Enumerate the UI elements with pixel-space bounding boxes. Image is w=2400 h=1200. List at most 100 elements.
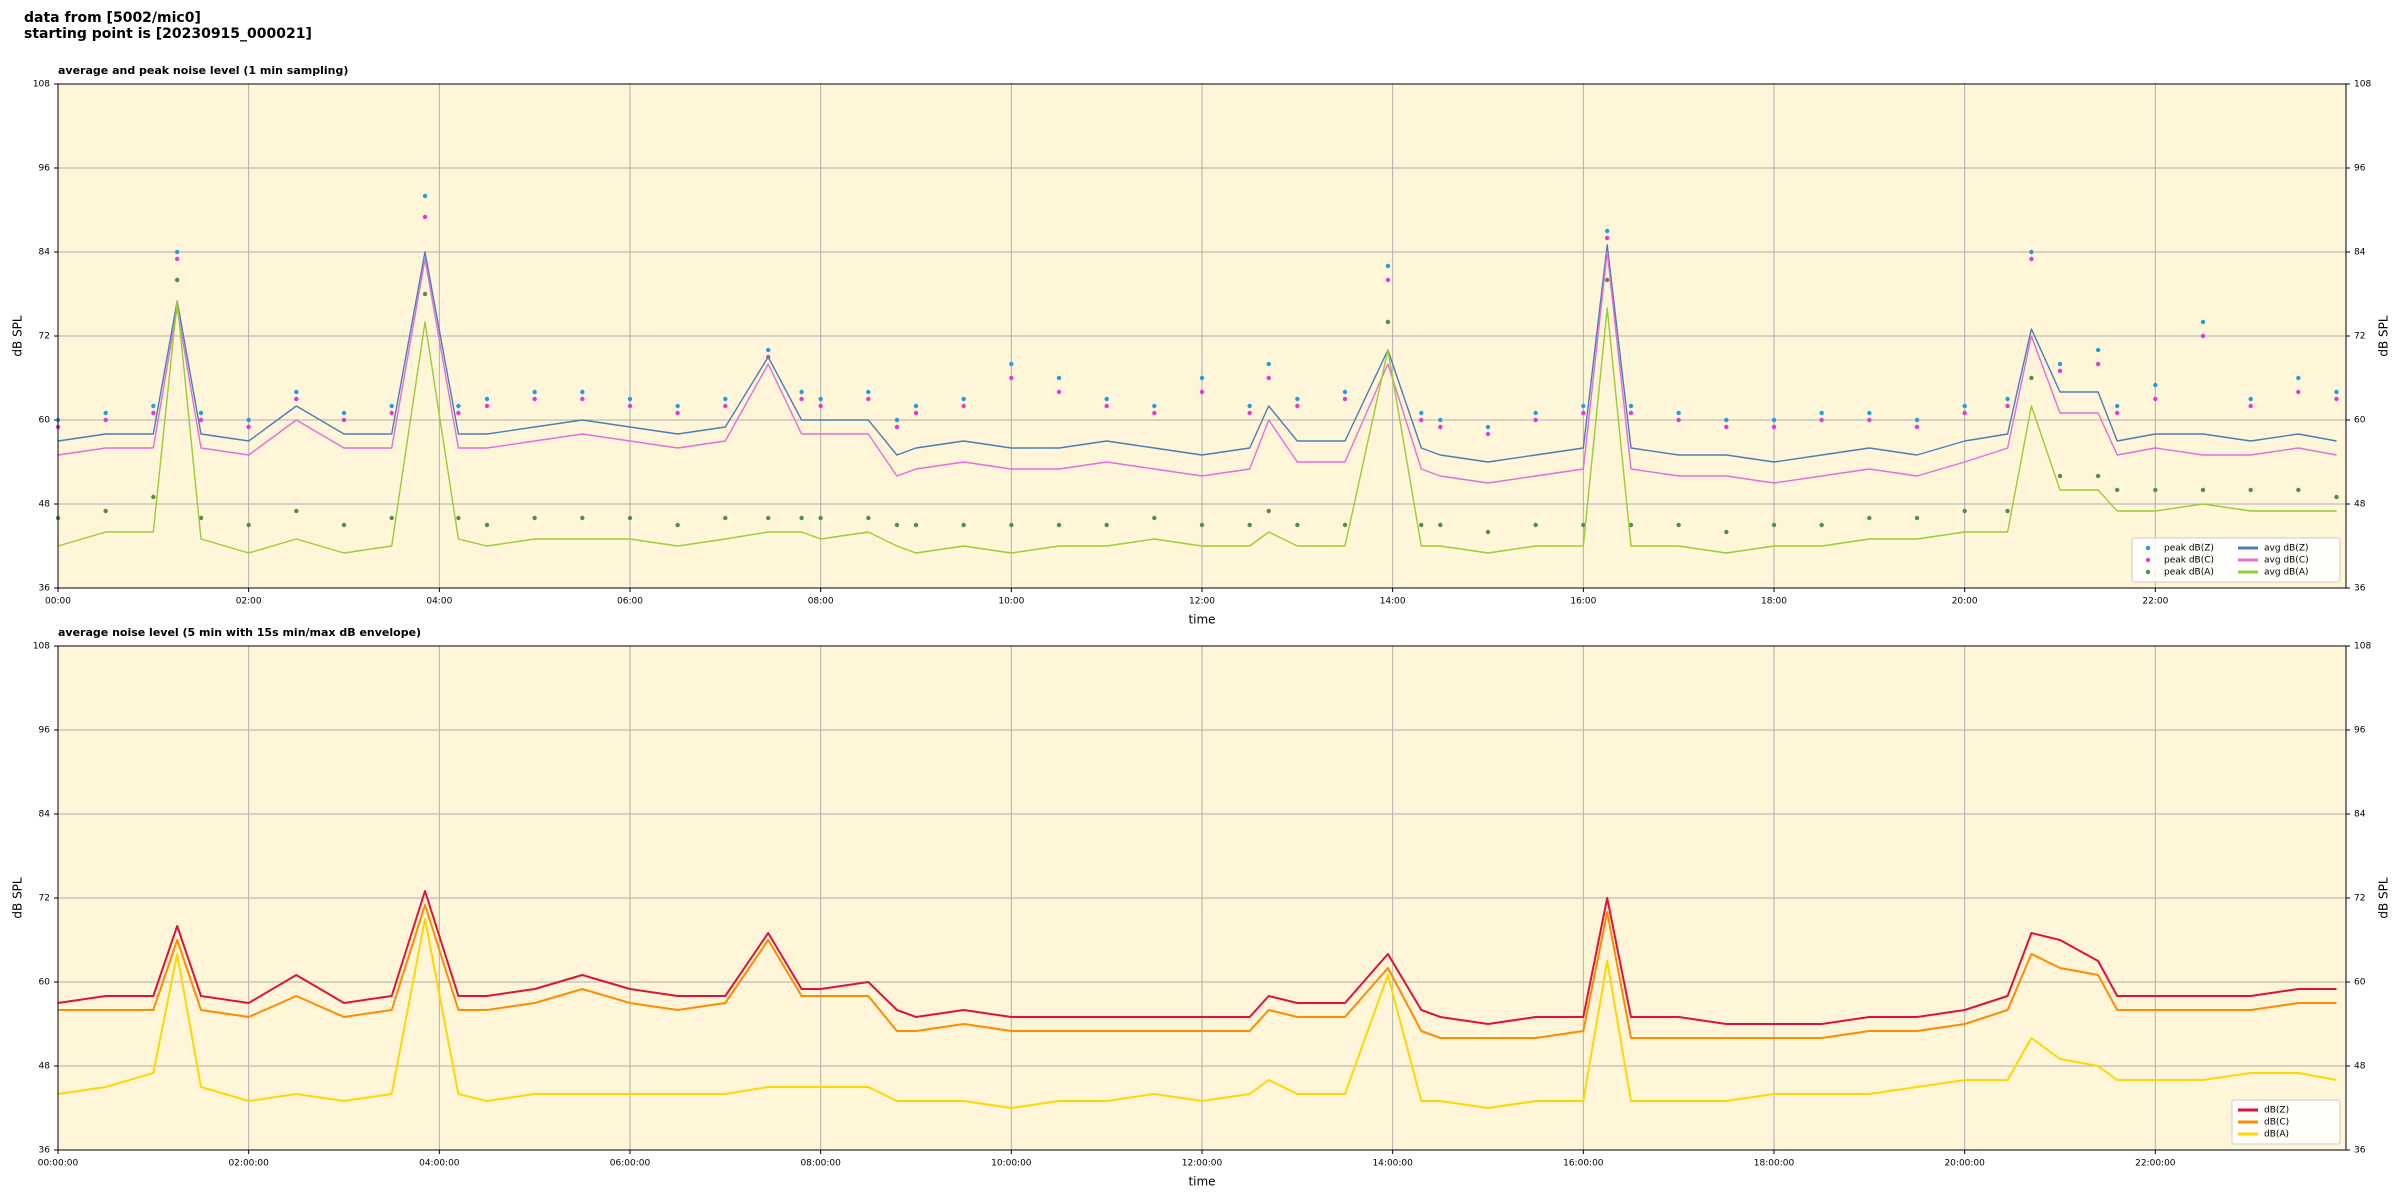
data-point — [1266, 375, 1271, 381]
series-line — [57, 244, 2337, 463]
data-point — [1533, 410, 1538, 416]
data-point — [2005, 403, 2010, 409]
y-tick-label: 84 — [39, 810, 51, 820]
data-point — [627, 403, 633, 409]
data-point — [198, 417, 204, 423]
y-tick-label: 60 — [39, 416, 51, 426]
data-point — [532, 389, 537, 395]
y-tick-label: 36 — [2354, 1146, 2366, 1156]
data-point — [1962, 508, 1967, 514]
data-point — [961, 522, 966, 528]
data-point — [1771, 522, 1777, 528]
data-point — [2115, 403, 2120, 409]
data-point — [1604, 277, 1610, 283]
y-tick-label: 108 — [2354, 642, 2371, 652]
y-tick-label: 96 — [2354, 726, 2366, 736]
data-point — [2005, 396, 2010, 402]
x-axis-label: time — [1188, 613, 1215, 627]
y-tick-label: 60 — [2354, 416, 2366, 426]
data-point — [1914, 515, 1920, 521]
data-point — [1295, 522, 1300, 528]
data-point — [1385, 319, 1391, 325]
data-point — [580, 389, 585, 395]
data-point — [1533, 417, 1538, 423]
data-point — [389, 515, 394, 521]
series-line — [57, 918, 2337, 1109]
series-line — [58, 904, 2337, 1039]
y-axis-label: dB SPL — [11, 315, 25, 357]
data-point — [2248, 487, 2253, 493]
x-tick-label: 10:00:00 — [991, 1159, 1032, 1169]
data-point — [532, 396, 537, 402]
y-tick-label: 36 — [39, 584, 51, 594]
data-point — [627, 515, 633, 521]
data-point — [1266, 508, 1271, 514]
data-point — [103, 410, 108, 416]
data-point — [1867, 410, 1872, 416]
data-point — [2095, 347, 2101, 353]
data-point — [389, 410, 394, 416]
data-point — [818, 403, 823, 409]
data-point — [422, 193, 428, 199]
x-tick-label: 22:00:00 — [2135, 1159, 2176, 1169]
data-point — [1419, 410, 1424, 416]
data-point — [1485, 529, 1491, 535]
data-point — [961, 403, 966, 409]
data-point — [2296, 487, 2301, 493]
data-point — [456, 403, 461, 409]
header-line: data from [5002/mic0] — [24, 10, 201, 26]
data-point — [2057, 361, 2063, 367]
y-tick-label: 108 — [33, 642, 50, 652]
data-point — [1962, 410, 1967, 416]
data-point — [2200, 487, 2206, 493]
x-tick-label: 16:00:00 — [1563, 1159, 1604, 1169]
data-point — [1604, 228, 1610, 234]
data-point — [1438, 424, 1443, 430]
data-point — [723, 396, 728, 402]
data-point — [799, 515, 804, 521]
y-tick-label: 72 — [2354, 332, 2365, 342]
x-tick-label: 18:00:00 — [1754, 1159, 1795, 1169]
y-tick-label: 72 — [39, 894, 50, 904]
data-point — [246, 417, 251, 423]
data-point — [1724, 424, 1729, 430]
data-point — [1056, 522, 1062, 528]
plot-frame — [57, 83, 2347, 589]
data-point — [1247, 403, 1252, 409]
y-tick-label: 60 — [39, 978, 51, 988]
x-tick-label: 12:00:00 — [1182, 1159, 1223, 1169]
y-tick-label: 48 — [39, 1062, 51, 1072]
data-point — [532, 515, 537, 521]
data-point — [866, 389, 871, 395]
data-point — [2029, 256, 2034, 262]
data-point — [1676, 410, 1681, 416]
subplot-title: average noise level (5 min with 15s min/… — [58, 626, 421, 639]
data-point — [1485, 431, 1491, 437]
data-point — [2153, 396, 2158, 402]
data-point — [341, 417, 347, 423]
data-point — [389, 403, 394, 409]
y-tick-label: 72 — [2354, 894, 2365, 904]
x-tick-label: 00:00 — [45, 597, 71, 607]
data-point — [1104, 522, 1109, 528]
series-line — [57, 251, 2337, 484]
series-line — [57, 890, 2337, 1025]
legend-box — [2231, 1099, 2341, 1145]
x-tick-label: 08:00:00 — [800, 1159, 841, 1169]
data-point — [2095, 361, 2101, 367]
data-point — [580, 396, 585, 402]
data-point — [2200, 333, 2206, 339]
data-point — [894, 424, 900, 430]
data-point — [1419, 522, 1424, 528]
data-point — [1104, 403, 1109, 409]
data-point — [2153, 487, 2158, 493]
data-point — [1819, 522, 1824, 528]
data-point — [456, 410, 461, 416]
legend-marker — [2145, 569, 2151, 575]
data-point — [1581, 522, 1586, 528]
data-point — [1385, 263, 1391, 269]
x-tick-label: 06:00:00 — [610, 1159, 651, 1169]
data-point — [1385, 277, 1391, 283]
y-tick-label: 84 — [2354, 248, 2366, 258]
data-point — [2248, 403, 2253, 409]
